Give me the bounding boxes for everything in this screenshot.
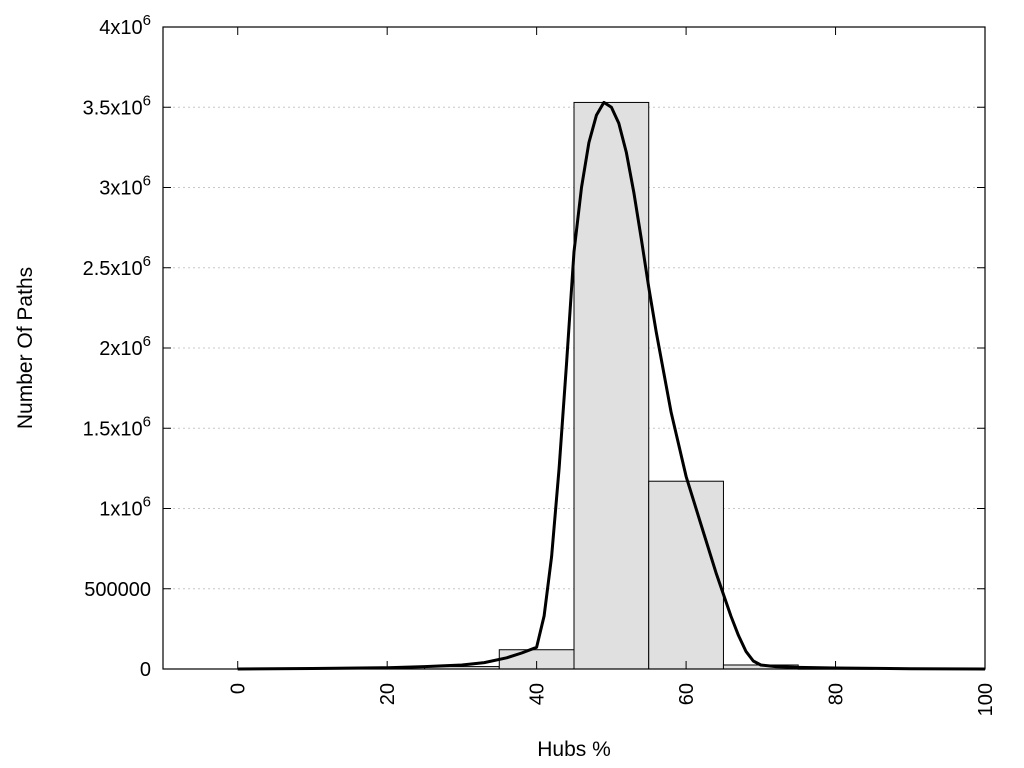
fit-curve: [237, 100, 986, 671]
y-tick-label: 4x106: [99, 12, 151, 39]
y-tick-label: 2.5x106: [83, 253, 151, 280]
x-axis-title: Hubs %: [537, 738, 611, 761]
bars: [424, 101, 874, 670]
x-tick-label: 80: [826, 683, 848, 705]
y-tick-label: 1.5x106: [83, 413, 151, 440]
y-axis-title: Number Of Paths: [14, 267, 37, 429]
x-tick-label: 100: [975, 683, 997, 716]
fit-curve-group: [237, 100, 986, 671]
x-tick-label: 20: [377, 683, 399, 705]
y-tick-label: 1x106: [99, 494, 151, 521]
x-tick-label: 0: [228, 683, 250, 694]
y-tick-label: 3.5x106: [83, 92, 151, 119]
y-tick-label: 3x106: [99, 173, 151, 200]
x-tick-label: 60: [676, 683, 698, 705]
y-tick-label: 0: [140, 659, 151, 681]
histogram-bar: [648, 480, 724, 670]
y-tick-label: 2x106: [99, 333, 151, 360]
y-tick-label: 500000: [84, 579, 151, 601]
x-tick-label: 40: [527, 683, 549, 705]
histogram-bar: [573, 101, 650, 670]
axis-ticks: 0 500000 1x106 1.5x106 2x106 2.5x106 3x106 3.5x…: [83, 12, 997, 716]
